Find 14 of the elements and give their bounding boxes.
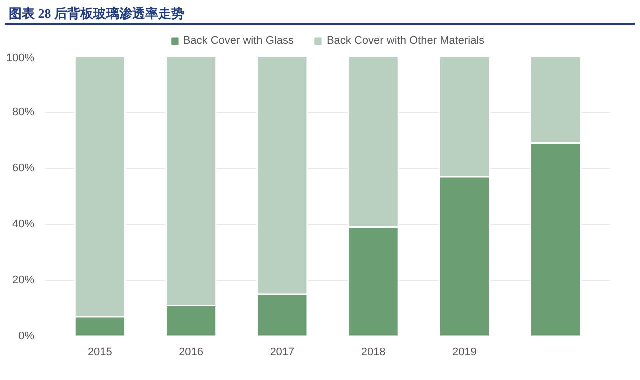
y-tick-label: 80% — [12, 106, 35, 118]
y-tick-label: 40% — [12, 218, 35, 230]
y-tick-label: 0% — [18, 330, 35, 342]
x-tick-label: 2017 — [270, 346, 295, 358]
y-tick-label: 20% — [12, 274, 35, 286]
y-tick-label: 60% — [12, 162, 35, 174]
x-tick-label: 2016 — [179, 346, 204, 358]
legend-label: Back Cover with Glass — [183, 34, 294, 48]
chart-title: 图表 28 后背板玻璃渗透率走势 — [9, 5, 184, 23]
x-tick-label: 2019 — [452, 346, 477, 358]
x-tick-label: 2018 — [361, 346, 386, 358]
legend-label: Back Cover with Other Materials — [326, 34, 485, 48]
x-tick-label: 2015 — [88, 346, 112, 358]
y-tick-label: 100% — [6, 52, 35, 64]
